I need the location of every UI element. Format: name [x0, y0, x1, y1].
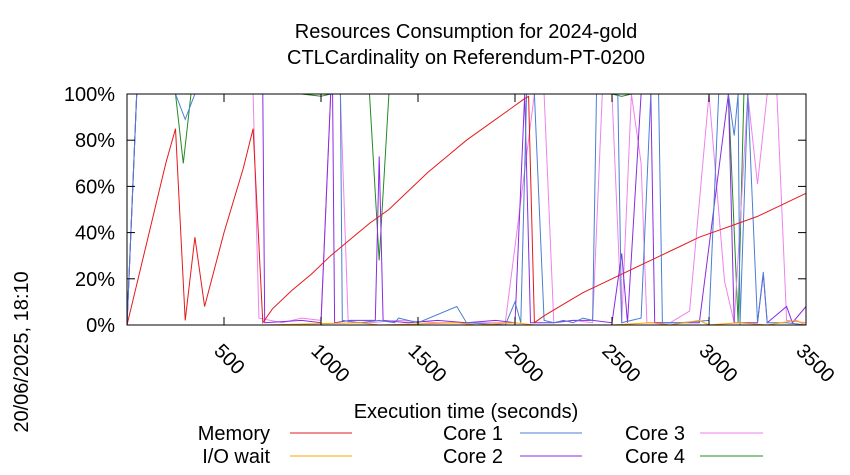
legend-label-core-4: Core 4 — [625, 446, 685, 468]
x-tick-label: 3000 — [694, 340, 741, 387]
legend-label-core-2: Core 2 — [443, 446, 503, 468]
x-tick-label: 1500 — [403, 340, 450, 387]
series-line-core-3 — [126, 93, 807, 326]
y-tick-label: 0% — [86, 315, 115, 337]
timestamp-label: 20/06/2025, 18:10 — [11, 271, 33, 432]
x-axis-label: Execution time (seconds) — [354, 401, 579, 423]
tick-layer: 0% 20% 40% 60% 80% 100% 500 1000 1500 2000 2500 300… — [64, 84, 839, 387]
x-tick-label: 2500 — [597, 340, 644, 387]
y-tick-label: 100% — [64, 84, 115, 106]
x-tick-label: 3500 — [791, 340, 838, 387]
series-line-core-1 — [126, 93, 807, 326]
y-tick-label: 80% — [75, 130, 115, 152]
series-line-memory — [126, 95, 807, 326]
x-tick-label: 500 — [209, 340, 248, 379]
chart-subtitle: CTLCardinality on Referendum-PT-0200 — [287, 47, 645, 69]
x-tick-label: 1000 — [306, 340, 353, 387]
x-tick-label: 2000 — [500, 340, 547, 387]
plot-frame — [126, 93, 807, 326]
y-tick-label: 40% — [75, 223, 115, 245]
chart-title: Resources Consumption for 2024-gold — [295, 21, 637, 43]
series-line-core-2 — [126, 93, 807, 326]
legend-label-memory: Memory — [198, 423, 270, 445]
legend-label-core-3: Core 3 — [625, 423, 685, 445]
y-tick-label: 20% — [75, 269, 115, 291]
legend-label-i-o-wait: I/O wait — [202, 446, 270, 468]
series-line-core-4 — [126, 93, 806, 326]
series-layer — [126, 93, 807, 326]
legend-label-core-1: Core 1 — [443, 423, 503, 445]
y-tick-label: 60% — [75, 176, 115, 198]
